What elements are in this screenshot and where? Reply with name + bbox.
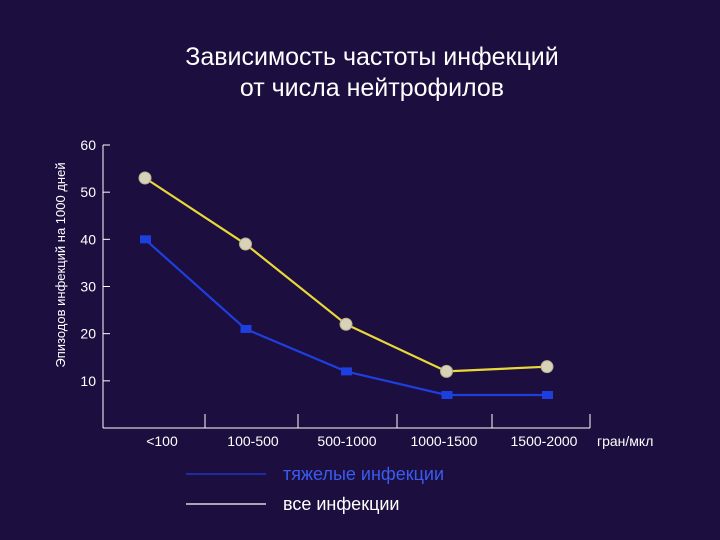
chart-title-line-1: Зависимость частоты инфекций (185, 43, 559, 71)
data-point (540, 360, 554, 374)
data-point (339, 317, 353, 331)
data-point (341, 367, 352, 376)
data-point (140, 235, 151, 244)
x-tick-label: 1500-2000 (511, 433, 578, 449)
data-point (239, 237, 252, 251)
data-point (441, 390, 453, 399)
data-point (440, 364, 453, 378)
y-tick-label: 40 (80, 231, 96, 247)
chart-title-line-2: от числа нейтрофилов (239, 74, 505, 102)
y-tick-label: 60 (80, 137, 96, 153)
x-tick-label: 1000-1500 (411, 433, 478, 449)
series-layer (138, 171, 554, 399)
y-tick-label: 50 (80, 184, 96, 200)
x-tick-label: 500-1000 (317, 433, 376, 449)
x-axis-unit: гран/мкл (597, 433, 653, 449)
x-tick-label: <100 (146, 433, 178, 449)
data-point (240, 324, 252, 333)
data-point (542, 390, 553, 399)
series-1 (140, 235, 553, 399)
y-tick-label: 20 (80, 326, 96, 342)
series-line (144, 177, 548, 373)
y-axis-label: Эпизодов инфекций на 1000 дней (53, 162, 68, 367)
y-tick-label: 30 (80, 279, 96, 295)
series-2 (138, 171, 554, 378)
x-tick-label: 100-500 (227, 433, 279, 449)
data-point (138, 171, 152, 185)
chart-title: Зависимость частоты инфекций от числа не… (0, 42, 720, 104)
legend: тяжелые инфекции все инфекции (186, 464, 444, 514)
x-axis-ticks: <100 100-500 500-1000 1000-1500 1500-2000 (146, 414, 591, 449)
y-axis-ticks: 10 20 30 40 50 60 (80, 137, 110, 389)
legend-label: тяжелые инфекции (283, 464, 444, 484)
axes (102, 145, 590, 429)
legend-label: все инфекции (283, 494, 399, 514)
y-tick-label: 10 (80, 373, 96, 389)
